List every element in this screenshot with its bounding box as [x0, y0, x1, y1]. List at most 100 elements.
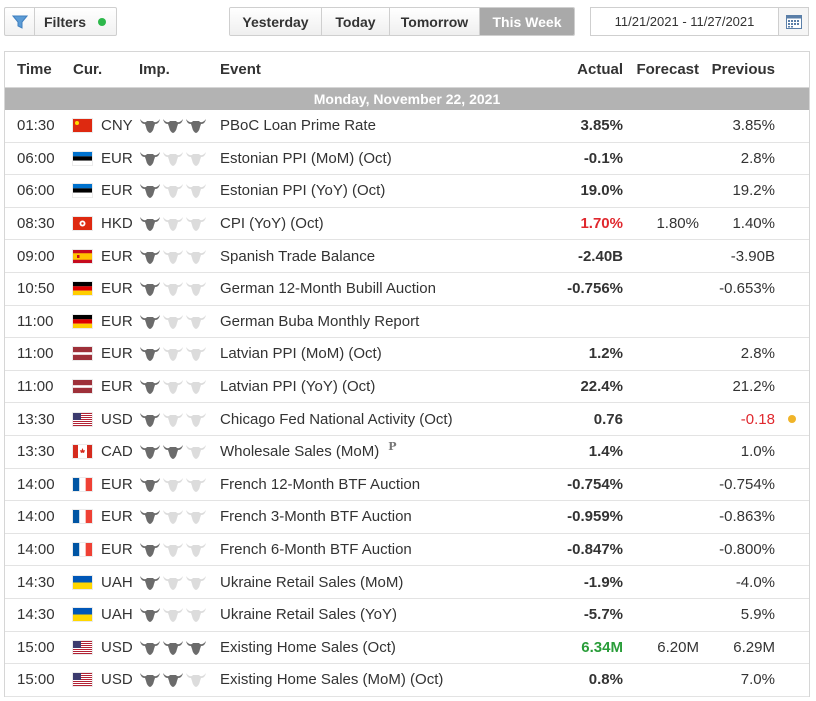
header-previous[interactable]: Previous: [711, 61, 775, 78]
event-name-link[interactable]: Existing Home Sales (Oct): [220, 632, 396, 664]
event-time: 13:30: [17, 443, 55, 461]
event-actual: 1.2%: [588, 345, 623, 363]
event-name-link[interactable]: Ukraine Retail Sales (YoY): [220, 599, 397, 631]
bull-icon: [185, 476, 207, 493]
country-flag-icon: [73, 371, 92, 403]
period-this-week-button[interactable]: This Week: [480, 8, 574, 35]
event-name-link[interactable]: CPI (YoY) (Oct): [220, 208, 324, 240]
header-actual[interactable]: Actual: [577, 61, 623, 78]
country-flag-icon: [73, 566, 92, 598]
table-row[interactable]: 01:30 CNY PBoC Loan Prime Rate 3.85% 3.85%: [5, 110, 809, 143]
table-row[interactable]: 13:30 CAD Wholesale Sales (MoM) P 1.4% 1.0%: [5, 436, 809, 469]
event-name-link[interactable]: German Buba Monthly Report: [220, 306, 419, 338]
table-row[interactable]: 09:00 EUR Spanish Trade Balance -2.40B -3.90…: [5, 240, 809, 273]
period-today-button[interactable]: Today: [322, 8, 390, 35]
day-separator: Monday, November 22, 2021: [5, 88, 809, 110]
event-name: CPI (YoY) (Oct): [220, 215, 324, 233]
event-actual: 0.76: [593, 410, 623, 428]
event-time: 11:00: [17, 345, 54, 363]
header-forecast[interactable]: Forecast: [636, 61, 699, 78]
event-name-link[interactable]: Latvian PPI (YoY) (Oct): [220, 371, 375, 403]
event-name-link[interactable]: Chicago Fed National Activity (Oct): [220, 403, 453, 435]
event-actual: -2.40B: [577, 247, 623, 265]
event-currency: EUR: [101, 149, 133, 167]
event-currency: EUR: [101, 345, 133, 363]
filters-label: Filters: [44, 13, 87, 30]
event-name-link[interactable]: Wholesale Sales (MoM) P: [220, 436, 397, 468]
event-time: 14:00: [17, 508, 55, 526]
importance-rating: [139, 534, 208, 566]
importance-rating: [139, 143, 208, 175]
event-currency: EUR: [101, 475, 133, 493]
event-previous: 2.8%: [740, 345, 775, 363]
header-currency[interactable]: Cur.: [73, 61, 103, 78]
table-row[interactable]: 11:00 EUR Latvian PPI (YoY) (Oct) 22.4% 21.2…: [5, 371, 809, 404]
table-row[interactable]: 14:30 UAH Ukraine Retail Sales (MoM) -1.9% -…: [5, 566, 809, 599]
event-currency: EUR: [101, 541, 133, 559]
country-flag-icon: [73, 306, 92, 338]
table-row[interactable]: 14:30 UAH Ukraine Retail Sales (YoY) -5.7% 5…: [5, 599, 809, 632]
bull-icon: [185, 443, 207, 460]
event-name-link[interactable]: Latvian PPI (MoM) (Oct): [220, 338, 382, 370]
event-currency: CAD: [101, 443, 133, 461]
event-time: 10:50: [17, 280, 55, 298]
event-currency: EUR: [101, 508, 133, 526]
header-event[interactable]: Event: [220, 61, 261, 78]
event-name-link[interactable]: Existing Home Sales (MoM) (Oct): [220, 664, 443, 696]
table-row[interactable]: 14:00 EUR French 12-Month BTF Auction -0.75…: [5, 469, 809, 502]
event-name-link[interactable]: French 6-Month BTF Auction: [220, 534, 412, 566]
bull-icon: [139, 671, 161, 688]
header-time[interactable]: Time: [17, 61, 52, 78]
table-row[interactable]: 14:00 EUR French 3-Month BTF Auction -0.959…: [5, 501, 809, 534]
event-name: Existing Home Sales (Oct): [220, 638, 396, 656]
event-name-link[interactable]: PBoC Loan Prime Rate: [220, 110, 376, 142]
bull-icon: [185, 313, 207, 330]
date-range-text: 11/21/2021 - 11/27/2021: [614, 14, 755, 29]
bull-icon: [139, 476, 161, 493]
bull-icon: [162, 671, 184, 688]
event-name-link[interactable]: Estonian PPI (MoM) (Oct): [220, 143, 392, 175]
table-row[interactable]: 11:00 EUR Latvian PPI (MoM) (Oct) 1.2% 2.8%: [5, 338, 809, 371]
table-row[interactable]: 11:00 EUR German Buba Monthly Report: [5, 306, 809, 339]
table-header: Time Cur. Imp. Event Actual Forecast Pre…: [5, 52, 809, 88]
event-actual: 3.85%: [580, 117, 623, 135]
date-range-picker[interactable]: 11/21/2021 - 11/27/2021: [590, 7, 809, 36]
period-yesterday-button[interactable]: Yesterday: [230, 8, 322, 35]
bull-icon: [162, 639, 184, 656]
bull-icon: [185, 182, 207, 199]
event-name: French 6-Month BTF Auction: [220, 541, 412, 559]
table-row[interactable]: 06:00 EUR Estonian PPI (YoY) (Oct) 19.0% 19.…: [5, 175, 809, 208]
table-row[interactable]: 15:00 USD Existing Home Sales (Oct) 6.34M 6.…: [5, 632, 809, 665]
bull-icon: [162, 313, 184, 330]
country-flag-icon: [73, 208, 92, 240]
event-name-link[interactable]: French 3-Month BTF Auction: [220, 501, 412, 533]
calendar-icon[interactable]: [778, 8, 808, 35]
bull-icon: [185, 117, 207, 134]
importance-rating: [139, 501, 208, 533]
table-row[interactable]: 10:50 EUR German 12-Month Bubill Auction -0…: [5, 273, 809, 306]
event-currency: USD: [101, 671, 133, 689]
period-tomorrow-button[interactable]: Tomorrow: [390, 8, 480, 35]
event-forecast: 1.80%: [656, 215, 699, 233]
event-name-link[interactable]: Ukraine Retail Sales (MoM): [220, 566, 403, 598]
importance-rating: [139, 306, 208, 338]
table-row[interactable]: 14:00 EUR French 6-Month BTF Auction -0.847…: [5, 534, 809, 567]
filters-active-dot: [98, 17, 107, 26]
event-name-link[interactable]: French 12-Month BTF Auction: [220, 469, 420, 501]
bull-icon: [139, 182, 161, 199]
table-row[interactable]: 13:30 USD Chicago Fed National Activity (O…: [5, 403, 809, 436]
event-name: Spanish Trade Balance: [220, 247, 376, 265]
header-importance[interactable]: Imp.: [139, 61, 170, 78]
table-row[interactable]: 15:00 USD Existing Home Sales (MoM) (Oct) 0…: [5, 664, 809, 697]
filters-button[interactable]: Filters: [4, 7, 117, 36]
event-name-link[interactable]: Estonian PPI (YoY) (Oct): [220, 175, 385, 207]
event-currency: EUR: [101, 312, 133, 330]
table-row[interactable]: 08:30 HKD CPI (YoY) (Oct) 1.70% 1.80% 1.40%: [5, 208, 809, 241]
country-flag-icon: [73, 143, 92, 175]
event-previous: 6.29M: [733, 638, 775, 656]
table-row[interactable]: 06:00 EUR Estonian PPI (MoM) (Oct) -0.1% 2.8…: [5, 143, 809, 176]
event-name-link[interactable]: German 12-Month Bubill Auction: [220, 273, 436, 305]
event-name-link[interactable]: Spanish Trade Balance: [220, 240, 375, 272]
event-name: Latvian PPI (MoM) (Oct): [220, 345, 382, 363]
event-actual: -0.754%: [567, 475, 623, 493]
